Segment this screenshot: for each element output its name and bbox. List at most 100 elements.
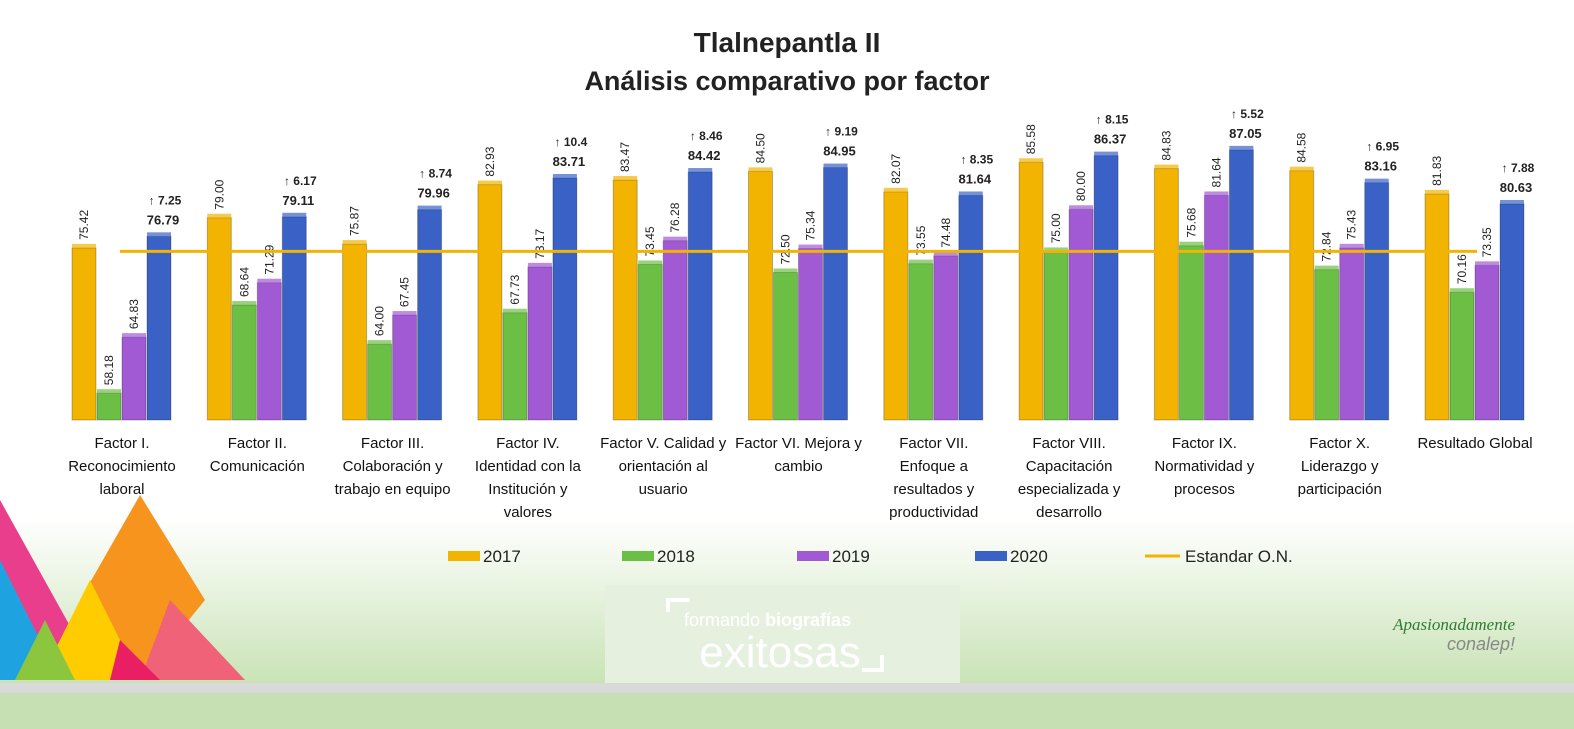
legend-label: 2017 [483,547,521,566]
bar [147,236,171,420]
data-label: 86.37 [1094,132,1127,147]
bar [418,210,442,420]
bar [503,313,527,420]
bar-top [418,206,442,210]
annotation: ↑ 10.4 [555,135,588,149]
data-label: 84.58 [1295,132,1309,162]
data-label: 85.58 [1024,124,1038,154]
bar [1475,265,1499,420]
bar-top [1340,244,1364,248]
bar [884,192,908,420]
legend-label: 2019 [832,547,870,566]
data-label: 75.42 [77,210,91,240]
annotation: ↑ 8.15 [1096,113,1129,127]
data-label: 83.16 [1364,159,1397,174]
bar [343,244,367,420]
bar-top [1204,191,1228,195]
x-tick-label: Resultado Global [1411,432,1539,455]
legend-swatch [975,551,1007,561]
data-label: 68.64 [237,267,251,297]
data-label: 80.00 [1074,171,1088,201]
bar-top [1290,167,1314,171]
bar-top [1475,261,1499,265]
x-tick-label: Factor VI. Mejora y cambio [735,432,863,478]
bar-top [1019,158,1043,162]
x-tick-label: Factor I. Reconocimiento laboral [58,432,186,501]
x-tick-label: Factor V. Calidad y orientación al usuar… [599,432,727,501]
data-label: 64.83 [127,299,141,329]
bar-top [528,263,552,267]
bar [1340,248,1364,420]
bar-top [1154,165,1178,169]
bar-top [909,260,933,264]
data-label: 72.50 [779,234,793,264]
bar [1450,292,1474,420]
bar-top [1450,288,1474,292]
data-label: 81.64 [1209,157,1223,187]
bar-top [688,168,712,172]
data-label: 70.16 [1455,254,1469,284]
bar-top [147,232,171,236]
bar-top [638,260,662,264]
bar [613,180,637,420]
bar [934,256,958,420]
bar [393,315,417,420]
bar-top [774,269,798,273]
x-tick-label: Factor X. Liderazgo y participación [1276,432,1404,501]
bar [1425,194,1449,420]
logo-text: biografías [765,610,851,630]
x-tick-label: Factor VII. Enfoque a resultados y produ… [870,432,998,524]
footer-bar [0,693,1574,729]
brand-text: Apasionadamente [1392,615,1515,634]
data-label: 67.45 [398,277,412,307]
bar [1179,246,1203,420]
bar [1315,270,1339,420]
bar [909,264,933,420]
bar-top [749,167,773,171]
annotation: ↑ 5.52 [1231,107,1264,121]
chart-subtitle: Análisis comparativo por factor [584,66,990,96]
data-label: 80.63 [1500,180,1533,195]
bar-top [1179,242,1203,246]
bar [688,172,712,420]
bar-top [613,176,637,180]
x-tick-label: Factor IV. Identidad con la Institución … [464,432,592,524]
bar [1154,169,1178,420]
bar [72,248,96,420]
bar-top [393,311,417,315]
data-label: 87.05 [1229,126,1262,141]
bar [1044,251,1068,420]
legend-label: Estandar O.N. [1185,547,1293,566]
bar [663,241,687,420]
annotation: ↑ 8.35 [960,152,993,166]
data-label: 73.17 [533,228,547,258]
logo-text: exitosas [699,628,860,677]
bar-top [1094,152,1118,156]
annotation: ↑ 8.74 [419,167,452,181]
bar [1069,209,1093,420]
bar-top [368,340,392,344]
data-label: 73.35 [1480,227,1494,257]
x-tick-label: Factor IX. Normatividad y procesos [1140,432,1268,501]
bar-top [1500,200,1524,204]
x-tick-label: Factor II. Comunicación [193,432,321,478]
bar [824,168,848,420]
bar-top [1069,205,1093,209]
chart: formando biografías exitosas Apasionadam… [0,0,1574,729]
bar-top [799,245,823,249]
data-label: 75.87 [348,206,362,236]
bar-top [232,301,256,305]
annotation: ↑ 9.19 [825,125,858,139]
data-label: 83.47 [618,142,632,172]
bar [232,305,256,420]
bar [282,217,306,420]
bar-top [1315,266,1339,270]
bar-top [343,240,367,244]
legend-label: 2020 [1010,547,1048,566]
bar [638,264,662,420]
chart-title: Tlalnepantla II [694,27,881,58]
bar-top [959,191,983,195]
data-label: 72.84 [1320,231,1334,261]
bar-top [122,333,146,337]
data-label: 75.34 [804,210,818,240]
